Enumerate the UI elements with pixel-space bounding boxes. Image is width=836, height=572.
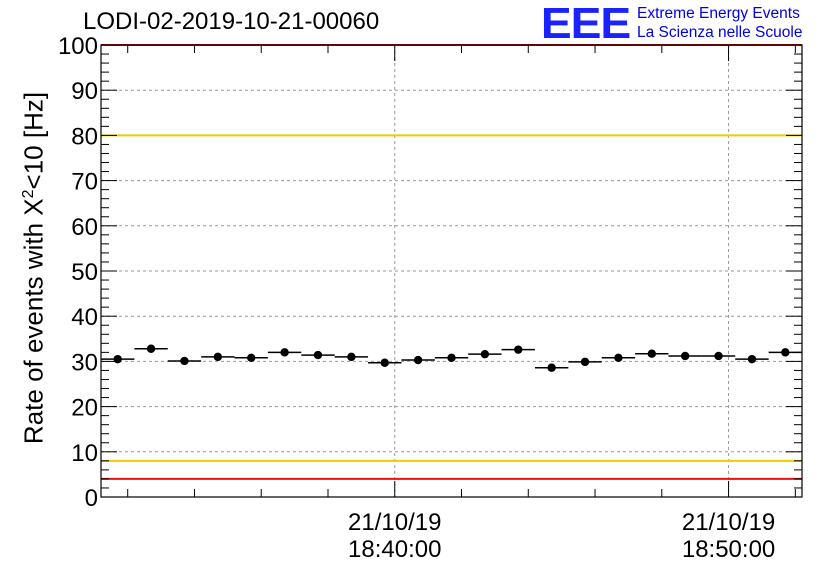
y-tick-label: 80 (71, 123, 98, 150)
y-tick-label: 0 (85, 485, 98, 512)
x-tick-label-date: 21/10/19 (348, 509, 441, 536)
data-point (614, 353, 623, 362)
data-point (247, 353, 256, 362)
y-tick-label: 70 (71, 169, 98, 196)
data-point (514, 345, 523, 354)
y-tick-label: 30 (71, 349, 98, 376)
organization-line-2: La Scienza nelle Scuole (637, 24, 803, 41)
y-tick-label: 100 (58, 33, 98, 60)
y-tick-label: 40 (71, 304, 98, 331)
eee-logo-text: EEE (540, 0, 631, 48)
data-point (380, 358, 389, 367)
y-tick-label: 50 (71, 259, 98, 286)
eee-logo: EEE (540, 0, 633, 48)
x-tick-label-date: 21/10/19 (682, 509, 775, 536)
data-point (213, 352, 223, 362)
y-tick-label: 60 (71, 214, 98, 241)
data-point (747, 354, 757, 364)
data-point (781, 348, 790, 357)
data-point (413, 355, 423, 365)
data-point (580, 357, 590, 367)
y-tick-label: 90 (71, 78, 98, 105)
data-point (146, 344, 156, 353)
data-point (447, 353, 456, 362)
y-tick-label: 20 (71, 395, 98, 422)
data-point (647, 349, 656, 358)
x-tick-label-time: 18:40:00 (348, 536, 441, 563)
data-point (480, 349, 490, 359)
data-point (113, 354, 122, 364)
x-tick-label-time: 18:50:00 (682, 536, 775, 563)
organization-name: Extreme Energy Events La Scienza nelle S… (637, 4, 802, 42)
organization-line-1: Extreme Energy Events (637, 5, 800, 22)
chart-title: LODI-02-2019-10-21-00060 (83, 8, 380, 35)
data-point (313, 350, 323, 360)
data-point (547, 363, 556, 372)
data-point (180, 356, 189, 366)
data-point (714, 351, 723, 361)
data-point (347, 352, 356, 362)
data-point (680, 351, 690, 361)
data-point (280, 348, 289, 357)
y-tick-label: 10 (71, 440, 98, 467)
